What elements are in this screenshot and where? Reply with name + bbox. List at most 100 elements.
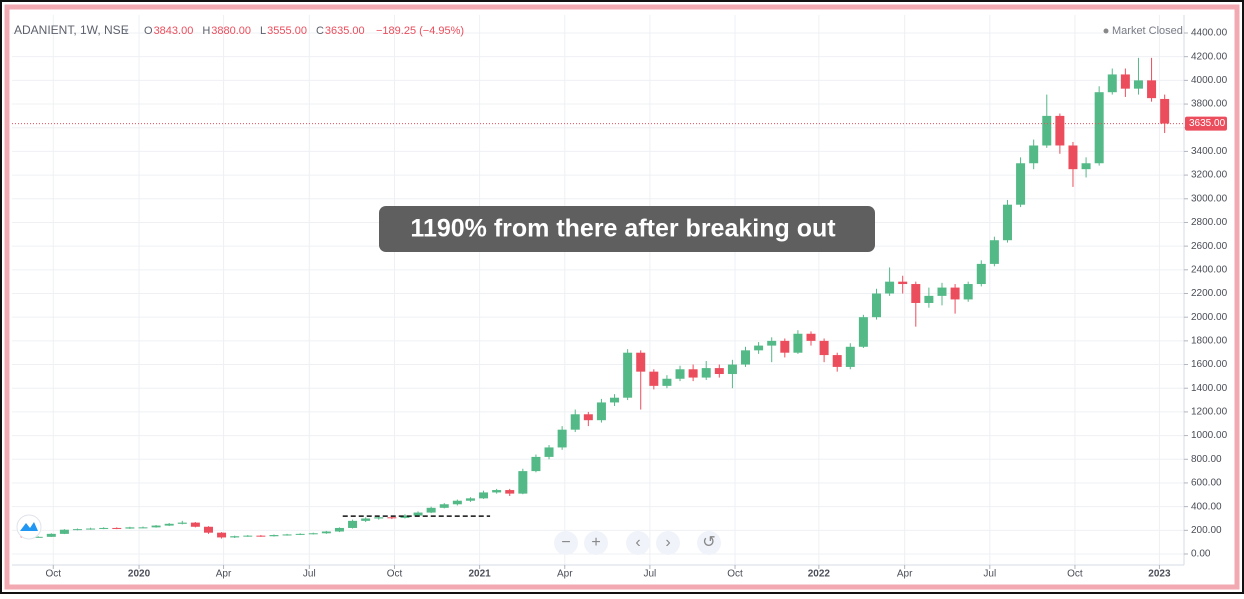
candle-body	[989, 240, 999, 264]
candle-body	[452, 500, 462, 505]
y-tick-label: 1400.00	[1191, 383, 1228, 394]
x-tick-label: 2022	[808, 569, 831, 580]
y-tick-label: 3200.00	[1191, 170, 1228, 181]
x-tick-label: Apr	[216, 569, 232, 580]
y-tick-label: 1800.00	[1191, 336, 1228, 347]
y-tick-label: 1600.00	[1191, 359, 1228, 370]
candle-body	[400, 515, 410, 518]
x-tick-label: 2020	[128, 569, 151, 580]
candle-body	[1016, 163, 1026, 205]
y-tick-label: 200.00	[1191, 525, 1222, 536]
candle-body	[845, 346, 855, 367]
svg-text:+: +	[591, 534, 600, 551]
candle-body	[649, 371, 659, 386]
candle-body	[557, 429, 567, 448]
y-tick-label: 1000.00	[1191, 430, 1228, 441]
candle-body	[714, 368, 724, 375]
y-tick-label: 4200.00	[1191, 51, 1228, 62]
reset-button[interactable]: ↺	[697, 531, 721, 555]
candle-body	[544, 447, 554, 457]
candle-body	[1133, 80, 1143, 89]
change: −189.25 (−4.95%)	[376, 25, 464, 37]
candle-body	[937, 287, 947, 296]
candle-body	[858, 317, 868, 347]
candle-body	[596, 402, 606, 421]
y-tick-label: 3800.00	[1191, 99, 1228, 110]
candle-body	[780, 340, 790, 353]
candle-body	[334, 527, 344, 532]
scroll-left-button[interactable]: ‹	[626, 531, 650, 555]
candle-body	[1029, 145, 1039, 164]
svg-text:−: −	[561, 534, 570, 551]
candle-body	[741, 350, 751, 365]
y-tick-label: 800.00	[1191, 454, 1222, 465]
candle-body	[230, 536, 240, 538]
x-tick-label: 2021	[468, 569, 491, 580]
candle-body	[465, 498, 475, 501]
candle-body	[1094, 92, 1104, 164]
x-tick-label: Jul	[983, 569, 996, 580]
candle-body	[1147, 80, 1157, 99]
candle-body	[1068, 145, 1078, 170]
candle-body	[505, 490, 515, 494]
candle-body	[610, 397, 620, 403]
candle-body	[662, 378, 672, 386]
y-tick-label: 2600.00	[1191, 241, 1228, 252]
candle-body	[531, 456, 541, 472]
x-tick-label: Apr	[897, 569, 913, 580]
candle-body	[112, 527, 122, 529]
candle-body	[1002, 204, 1012, 241]
last-price-label: 3635.00	[1189, 118, 1226, 129]
logo	[16, 514, 42, 540]
ohlc-value: 3843.00	[154, 25, 194, 37]
candle-body	[361, 518, 371, 521]
symbol: ADANIENT, 1W, NSE	[14, 23, 129, 37]
candle-body	[1107, 74, 1117, 93]
candle-body	[413, 512, 423, 516]
symbol-menu[interactable]: ▾	[124, 25, 129, 35]
zoom-out-button[interactable]: −	[554, 531, 578, 555]
y-tick-label: 4000.00	[1191, 75, 1228, 86]
candle-body	[164, 523, 174, 526]
candle-body	[243, 535, 253, 537]
y-tick-label: 2200.00	[1191, 288, 1228, 299]
candle-body	[701, 368, 711, 378]
y-tick-label: 400.00	[1191, 501, 1222, 512]
axes: 0.00 200.00 400.00 600.00 800.00 1000.00 1200.…	[45, 28, 1227, 580]
svg-text:›: ›	[665, 534, 670, 551]
candle-body	[426, 507, 436, 513]
y-tick-label: 0.00	[1191, 549, 1211, 560]
candle-body	[963, 284, 973, 300]
candle-body	[348, 520, 358, 528]
candle-body	[203, 526, 213, 533]
candle-body	[151, 525, 161, 528]
candle-body	[754, 345, 764, 351]
candle-body	[1120, 74, 1130, 89]
ohlc-value: 3555.00	[267, 25, 307, 37]
candle-body	[1081, 163, 1091, 170]
ohlc-key: L	[260, 25, 266, 37]
candle-body	[636, 352, 646, 372]
candle-body	[72, 529, 82, 531]
annotation-box	[379, 206, 875, 252]
candle-body	[374, 517, 384, 519]
zoom-in-button[interactable]: +	[584, 531, 608, 555]
candle-body	[570, 414, 580, 430]
pink-frame	[4, 4, 1240, 590]
candle-body	[321, 531, 331, 534]
candle-body	[282, 534, 292, 536]
x-tick-label: Oct	[1067, 569, 1083, 580]
scroll-right-button[interactable]: ›	[656, 531, 680, 555]
candle-body	[479, 492, 489, 499]
candle-body	[387, 517, 397, 519]
candle-body	[269, 535, 279, 537]
candle-body	[1160, 98, 1170, 124]
candle-body	[86, 528, 96, 530]
annotation: 1190% from there after breaking out	[410, 215, 836, 243]
candle-body	[832, 355, 842, 367]
candle-body	[99, 527, 109, 529]
candle-body	[688, 369, 698, 378]
ohlc-header: O 3843.00 H 3880.00 L 3555.00 C 3635.00	[144, 25, 365, 37]
candle-body	[295, 533, 305, 535]
